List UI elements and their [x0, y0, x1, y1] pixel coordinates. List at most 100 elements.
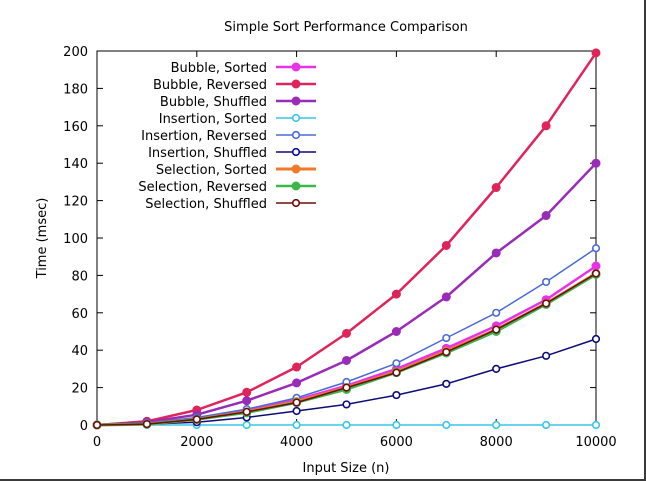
data-point	[442, 347, 451, 357]
data-point	[392, 420, 401, 430]
x-tick-label: 8000	[480, 435, 513, 450]
y-tick-label: 100	[63, 232, 88, 247]
data-point	[491, 183, 501, 193]
data-point	[342, 383, 351, 392]
data-point	[242, 407, 251, 417]
legend-swatch-marker	[291, 198, 301, 208]
data-point	[442, 420, 451, 430]
data-point	[492, 420, 501, 430]
legend-item: Selection, Shuffled	[145, 197, 316, 212]
y-tick-label: 80	[71, 269, 88, 284]
data-point	[591, 334, 601, 344]
data-point	[92, 420, 102, 430]
axis-ticks: 0 2000 4000 6000 8000 10000 0 20 40 60 80 100 120 140…	[63, 45, 617, 450]
data-point	[441, 292, 451, 302]
data-point	[392, 359, 401, 368]
legend-swatch-marker	[291, 147, 301, 157]
y-tick-label: 160	[63, 120, 88, 135]
legend-item: Insertion, Shuffled	[148, 146, 316, 161]
data-point	[242, 420, 251, 430]
data-point	[392, 390, 401, 400]
legend-swatch-marker	[291, 130, 301, 140]
y-tick-label: 200	[63, 45, 88, 60]
data-point	[292, 378, 302, 388]
data-point	[442, 379, 451, 388]
legend-item: Insertion, Sorted	[159, 112, 316, 127]
data-point	[392, 368, 401, 377]
data-point	[142, 419, 151, 429]
legend-item: Insertion, Reversed	[141, 129, 316, 144]
data-point	[591, 158, 601, 168]
data-point	[591, 269, 601, 278]
legend-item: Bubble, Shuffled	[160, 95, 316, 110]
data-point	[391, 289, 401, 299]
data-point	[442, 333, 451, 343]
data-point	[492, 325, 501, 334]
data-point	[541, 351, 551, 360]
legend-swatch-marker	[291, 181, 301, 191]
data-point	[541, 211, 551, 221]
x-tick-label: 4000	[280, 435, 313, 450]
data-point	[591, 48, 601, 58]
x-tick-label: 10000	[575, 435, 616, 450]
legend-label: Insertion, Sorted	[159, 112, 267, 127]
data-point	[591, 261, 601, 271]
series-bubble-shuffled	[92, 158, 601, 430]
legend: Bubble, Sorted Bubble, Reversed Bubble, Sh…	[138, 61, 316, 212]
legend-swatch-marker	[291, 164, 301, 174]
legend-label: Bubble, Sorted	[171, 61, 267, 76]
y-tick-label: 140	[63, 157, 88, 172]
data-point	[441, 240, 451, 250]
y-tick-label: 60	[71, 307, 88, 322]
data-point	[242, 396, 252, 406]
chart-title: Simple Sort Performance Comparison	[224, 20, 468, 35]
data-point	[242, 387, 252, 397]
legend-label: Selection, Reversed	[138, 180, 267, 195]
legend-swatch-marker	[291, 113, 301, 123]
y-axis-label: Time (msec)	[35, 198, 50, 280]
y-tick-label: 180	[63, 82, 88, 97]
x-tick-label: 6000	[380, 435, 413, 450]
data-point	[541, 277, 551, 287]
data-point	[492, 308, 501, 317]
y-tick-label: 120	[63, 195, 88, 210]
y-tick-label: 20	[71, 382, 88, 397]
data-point	[342, 400, 351, 409]
data-point	[541, 420, 551, 430]
legend-label: Insertion, Reversed	[141, 129, 267, 144]
legend-swatch-marker	[291, 79, 301, 89]
data-point	[591, 244, 601, 253]
legend-label: Bubble, Shuffled	[160, 95, 267, 110]
data-point	[491, 248, 501, 258]
y-tick-label: 0	[80, 419, 88, 434]
data-point	[391, 327, 401, 336]
data-point	[292, 398, 301, 407]
x-tick-label: 0	[93, 435, 101, 450]
data-point	[342, 355, 351, 365]
data-point	[292, 362, 302, 372]
series-lines	[92, 48, 601, 430]
legend-label: Bubble, Reversed	[153, 78, 267, 93]
legend-label: Insertion, Shuffled	[148, 146, 267, 161]
legend-item: Bubble, Sorted	[171, 61, 316, 76]
legend-label: Selection, Sorted	[156, 163, 267, 178]
y-tick-label: 40	[71, 344, 88, 359]
data-point	[292, 406, 301, 416]
legend-item: Selection, Reversed	[138, 180, 316, 195]
data-point	[492, 364, 501, 374]
legend-item: Bubble, Reversed	[153, 78, 316, 93]
legend-swatch-marker	[291, 62, 301, 72]
legend-item: Selection, Sorted	[156, 163, 316, 178]
data-point	[541, 299, 551, 308]
data-point	[342, 420, 351, 430]
data-point	[342, 328, 351, 338]
data-point	[591, 420, 601, 430]
series-insertion-shuffled	[92, 334, 601, 430]
data-point	[541, 121, 551, 131]
legend-label: Selection, Shuffled	[145, 197, 267, 212]
x-axis-label: Input Size (n)	[303, 461, 390, 476]
legend-swatch-marker	[291, 96, 301, 106]
data-point	[192, 415, 201, 424]
